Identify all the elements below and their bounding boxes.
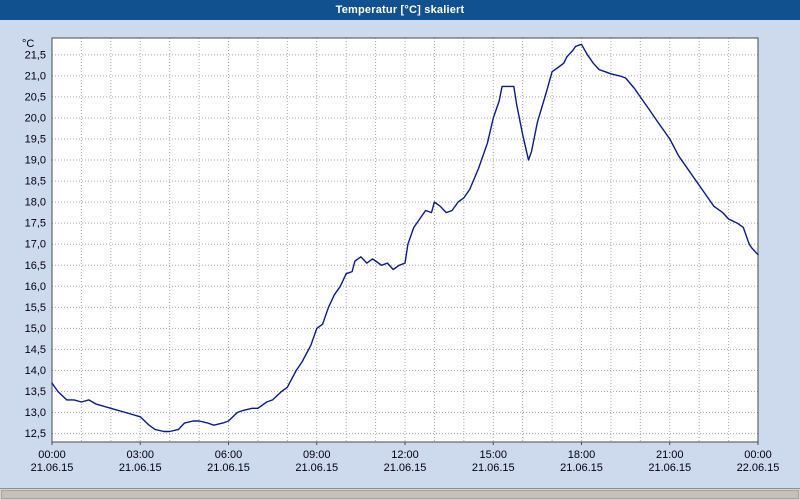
svg-text:18,5: 18,5 bbox=[25, 176, 46, 188]
svg-text:15:00: 15:00 bbox=[479, 449, 507, 461]
horizontal-scrollbar-thumb[interactable] bbox=[1, 490, 799, 499]
svg-text:00:00: 00:00 bbox=[38, 449, 66, 461]
svg-text:21:00: 21:00 bbox=[656, 449, 684, 461]
svg-text:13,5: 13,5 bbox=[25, 386, 46, 398]
svg-text:13,0: 13,0 bbox=[25, 407, 46, 419]
svg-text:14,0: 14,0 bbox=[25, 365, 46, 377]
svg-text:03:00: 03:00 bbox=[126, 449, 154, 461]
svg-text:14,5: 14,5 bbox=[25, 344, 46, 356]
temperature-line-chart: 12,5 13,0 13,5 14,0 14,5 15,0 15,5 16,0 16,5 17,0… bbox=[22, 37, 780, 474]
svg-text:21.06.15: 21.06.15 bbox=[207, 462, 250, 474]
chart-area: 12,5 13,0 13,5 14,0 14,5 15,0 15,5 16,0 16,5 17,0… bbox=[0, 20, 800, 488]
svg-text:°C: °C bbox=[22, 38, 34, 50]
svg-text:15,5: 15,5 bbox=[25, 302, 46, 314]
horizontal-scrollbar[interactable] bbox=[0, 488, 800, 500]
svg-text:20,5: 20,5 bbox=[25, 91, 46, 103]
svg-text:21.06.15: 21.06.15 bbox=[648, 462, 691, 474]
svg-text:00:00: 00:00 bbox=[744, 449, 772, 461]
svg-text:15,0: 15,0 bbox=[25, 323, 46, 335]
svg-text:12:00: 12:00 bbox=[391, 449, 419, 461]
window-title-bar: Temperatur [°C] skaliert bbox=[0, 0, 800, 20]
svg-text:21.06.15: 21.06.15 bbox=[295, 462, 338, 474]
svg-text:21.06.15: 21.06.15 bbox=[472, 462, 515, 474]
svg-text:18:00: 18:00 bbox=[568, 449, 596, 461]
svg-text:21.06.15: 21.06.15 bbox=[384, 462, 427, 474]
svg-text:21.06.15: 21.06.15 bbox=[560, 462, 603, 474]
window-title: Temperatur [°C] skaliert bbox=[335, 4, 465, 16]
svg-text:21,0: 21,0 bbox=[25, 70, 46, 82]
svg-text:21.06.15: 21.06.15 bbox=[119, 462, 162, 474]
svg-text:22.06.15: 22.06.15 bbox=[737, 462, 780, 474]
svg-text:17,5: 17,5 bbox=[25, 218, 46, 230]
svg-text:09:00: 09:00 bbox=[303, 449, 331, 461]
svg-text:17,0: 17,0 bbox=[25, 239, 46, 251]
svg-text:18,0: 18,0 bbox=[25, 197, 46, 209]
svg-text:20,0: 20,0 bbox=[25, 113, 46, 125]
svg-text:21,5: 21,5 bbox=[25, 49, 46, 61]
svg-text:16,5: 16,5 bbox=[25, 260, 46, 272]
svg-text:19,0: 19,0 bbox=[25, 155, 46, 167]
svg-text:06:00: 06:00 bbox=[215, 449, 243, 461]
svg-text:21.06.15: 21.06.15 bbox=[31, 462, 74, 474]
svg-text:16,0: 16,0 bbox=[25, 281, 46, 293]
svg-text:19,5: 19,5 bbox=[25, 134, 46, 146]
svg-text:12,5: 12,5 bbox=[25, 428, 46, 440]
